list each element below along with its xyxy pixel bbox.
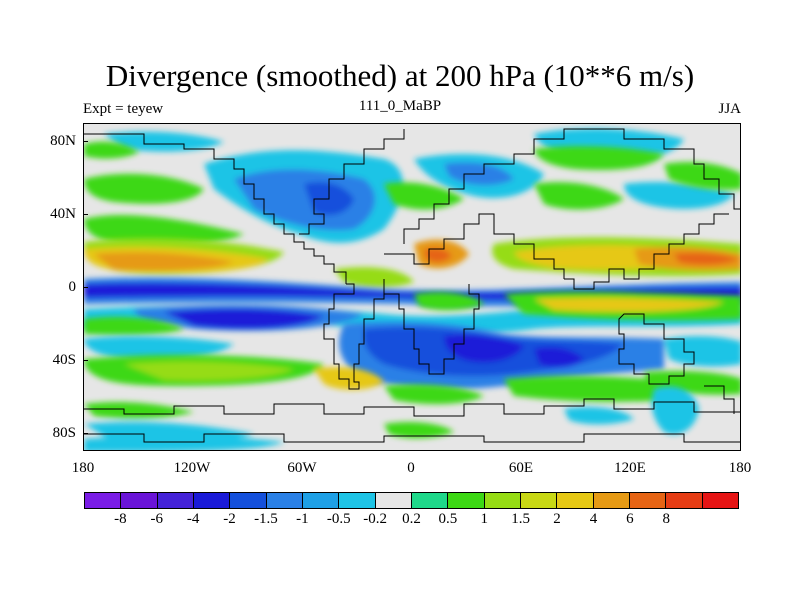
colorbar-swatch-14: [593, 493, 630, 508]
colorbar-label-14: 6: [626, 511, 634, 527]
coastlines: [84, 128, 740, 443]
y-label-80N: 80N: [50, 133, 76, 149]
colorbar-label-6: -0.5: [326, 511, 351, 527]
x-label-60E: 60E: [508, 460, 534, 476]
y-tick-0: [83, 287, 88, 288]
colorbar-swatch-1: [121, 493, 158, 508]
colorbar-swatch-15: [629, 493, 667, 508]
colorbar-label-7: -0.2: [363, 511, 387, 527]
colorbar-label-1: -6: [150, 511, 164, 527]
divergence-north-green: [84, 141, 740, 246]
colorbar-label-13: 4: [589, 511, 598, 527]
colorbar-swatch-4: [230, 493, 267, 508]
x-label-120E: 120E: [614, 460, 646, 476]
y-label-80S: 80S: [52, 425, 76, 441]
colorbar-label-3: -2: [223, 511, 236, 527]
colorbar-swatch-12: [520, 493, 558, 508]
y-tick-80S: [83, 433, 88, 434]
colorbar-label-10: 1: [480, 511, 489, 527]
colorbar-swatch-7: [339, 493, 376, 508]
colorbar-swatch-11: [484, 493, 521, 508]
colorbar-swatch-9: [411, 493, 449, 508]
period-label: 111_0_MaBP: [358, 98, 442, 114]
y-tick-40N: [83, 214, 88, 215]
y-tick-40S: [83, 360, 88, 361]
divergence-south-midlatitude: [84, 354, 740, 405]
colorbar-swatch-6: [302, 493, 340, 508]
colorbar-swatch-16: [666, 493, 703, 508]
colorbar: [84, 492, 739, 509]
experiment-label: Expt = teyew: [83, 101, 164, 117]
colorbar-label-9: 0.5: [438, 511, 458, 527]
colorbar-label-5: -1: [296, 511, 309, 527]
colorbar-label-15: 8: [662, 511, 670, 527]
colorbar-label-12: 2: [553, 511, 561, 527]
colorbar-swatch-0: [85, 493, 122, 508]
colorbar-label-11: 1.5: [511, 511, 531, 527]
x-label-0: 0: [407, 460, 415, 476]
season-label: JJA: [718, 101, 741, 117]
x-label-180E: 180: [728, 460, 752, 476]
y-label-40S: 40S: [52, 352, 76, 368]
colorbar-label-8: 0.2: [402, 511, 421, 527]
colorbar-label-2: -4: [186, 511, 200, 527]
x-label-180W: 180: [71, 460, 95, 476]
colorbar-swatch-8: [375, 493, 412, 508]
southern-high-latitude: [84, 386, 699, 450]
colorbar-swatch-17: [702, 493, 738, 508]
x-label-60W: 60W: [287, 460, 317, 476]
y-tick-80N: [83, 141, 88, 142]
colorbar-label-4: -1.5: [254, 511, 278, 527]
colorbar-swatch-5: [266, 493, 303, 508]
x-label-120W: 120W: [173, 460, 211, 476]
y-label-0: 0: [68, 279, 77, 295]
divergence-field: [84, 124, 740, 450]
chart-title: Divergence (smoothed) at 200 hPa (10**6 …: [105, 58, 695, 93]
convergence-south-subtropics: [84, 322, 740, 390]
divergence-tropical-south: [84, 291, 740, 336]
colorbar-swatch-10: [448, 493, 485, 508]
y-label-40N: 40N: [50, 206, 76, 222]
map-plot-area: [83, 123, 741, 451]
colorbar-swatch-13: [557, 493, 594, 508]
colorbar-swatch-2: [157, 493, 194, 508]
colorbar-label-0: -8: [114, 511, 127, 527]
colorbar-swatch-3: [193, 493, 231, 508]
